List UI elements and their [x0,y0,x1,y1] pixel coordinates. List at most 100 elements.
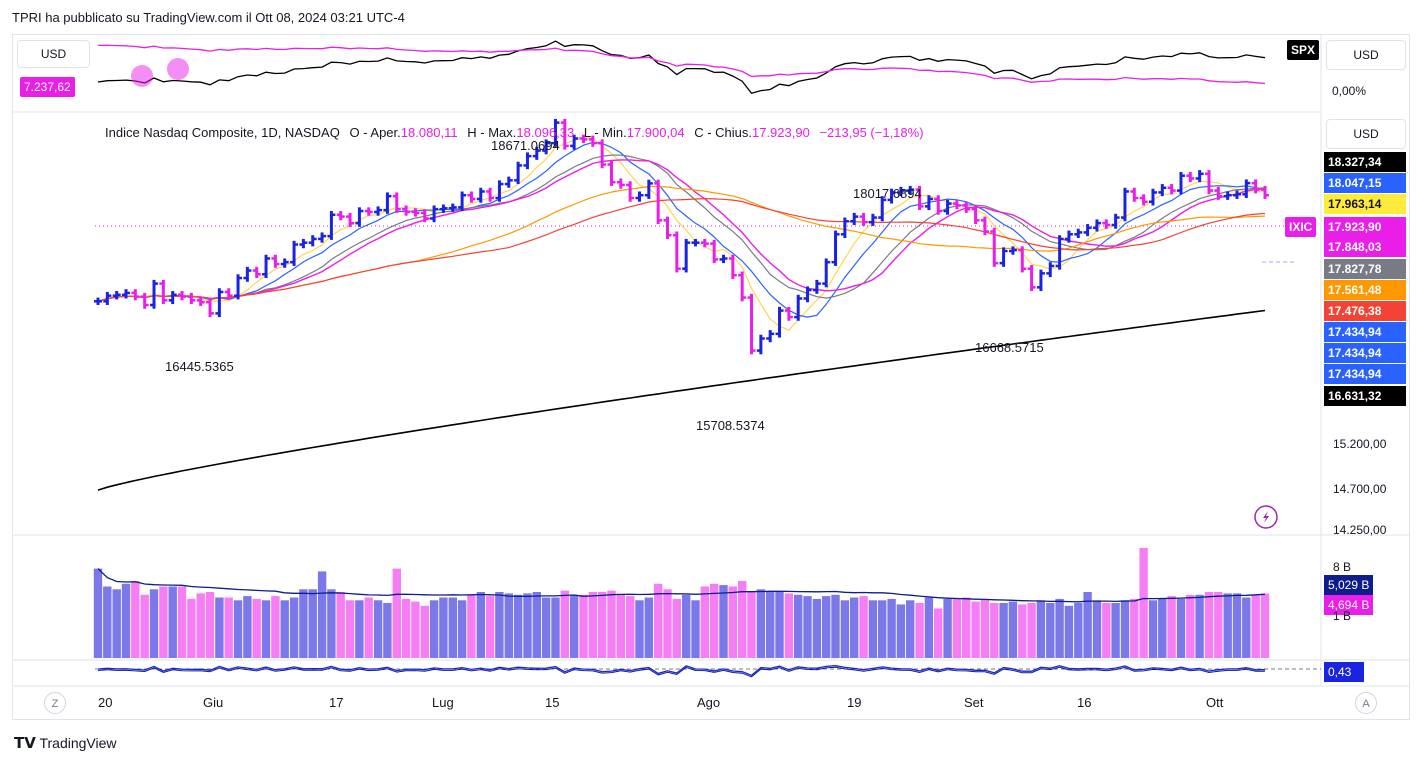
ohlc-bar [766,330,775,343]
volume-bar [1027,603,1036,658]
x-label-20: 20 [98,695,113,710]
ohlc-bar [859,212,868,226]
volume-bar [840,600,850,659]
legend-l-value: 17.900,04 [626,125,685,140]
volume-bar [1074,603,1083,658]
price-tick-2: 14.700,00 [1333,482,1387,496]
volume-bar [131,581,140,658]
ixic-badge: IXIC [1285,217,1317,237]
compare-value-label: 7.237,62 [20,77,75,97]
ohlc-bar [784,306,793,321]
ohlc-bar [224,288,233,300]
volume-bar [1102,603,1111,658]
x-label-17: 17 [329,695,344,710]
ohlc-bar [495,180,504,202]
volume-ma-line [97,568,1266,603]
volume-bar [700,586,709,658]
volume-bar [1251,594,1260,659]
ohlc-bar [794,294,803,321]
legend-change: −213,95 (−1,18%) [819,125,924,140]
ohlc-bar [691,238,700,247]
volume-bar [1195,594,1204,659]
ohlc-bar [327,211,336,240]
legend-l-label: L - Min. [583,125,627,140]
volume-bar [448,597,457,658]
ohlc-bar [850,212,859,225]
ohlc-bar [514,161,523,185]
tradingview-logo[interactable]: 𝗧𝗩 TradingView [14,734,117,752]
volume-bar [401,598,411,658]
volume-bar [1204,592,1214,658]
ohlc-bar [1242,179,1251,199]
compare-currency-left[interactable]: USD [17,40,90,68]
price-tick-3: 14.250,00 [1333,523,1387,537]
volume-bar [607,590,616,658]
volume-bar [1036,600,1046,659]
volume-bar [794,594,803,659]
volume-bar [373,600,383,659]
ohlc-bar [122,289,131,299]
volume-bar [1111,603,1120,658]
x-label-lug: Lug [432,695,454,710]
ohlc-bar [598,139,607,169]
volume-bar [308,589,317,659]
x-label-19: 19 [847,695,862,710]
ohlc-bar [206,298,215,318]
price-tick-1: 15.200,00 [1333,437,1387,451]
ohlc-bar [1186,171,1195,183]
annotation-high-2: 18017.6894 [853,186,922,201]
ohlc-bar [374,206,383,216]
ohlc-bar [924,195,933,211]
price-axis-label: 17.434,94 [1324,343,1406,363]
legend-title: Indice Nasdaq Composite, 1D, NASDAQ [105,125,340,140]
volume-bar [859,596,868,658]
ohlc-bar [803,286,812,303]
a-button[interactable]: A [1355,692,1377,714]
volume-bar [1223,593,1232,658]
ohlc-bar [915,185,924,211]
ohlc-bar [467,191,476,203]
volume-bar [420,605,429,659]
volume-bar [93,568,103,658]
ohlc-bar [887,188,896,204]
price-axis-label: 17.561,48 [1324,280,1406,300]
ma-red-line [97,197,1266,302]
ohlc-bar [355,207,364,227]
z-button[interactable]: Z [44,692,66,714]
volume-bar [1232,593,1242,658]
ohlc-bar [747,293,756,355]
ohlc-bar [94,297,102,305]
volume-bar [999,603,1008,658]
ohlc-bar [607,160,616,186]
ohlc-bar [168,291,177,305]
volume-bar [1120,600,1130,659]
volume-bar [896,604,906,658]
ohlc-bar [1214,186,1223,200]
volume-bar [1242,597,1251,658]
price-axis-label: 17.827,78 [1324,259,1406,279]
price-currency-button[interactable]: USD [1326,119,1406,149]
volume-bar [299,589,308,659]
volume-bar [812,598,822,658]
volume-bar [457,600,467,659]
volume-bar [597,592,607,658]
volume-bar [710,583,719,659]
chart-frame [12,34,1410,720]
tv-logo-icon: 𝗧𝗩 [14,735,36,752]
ohlc-bar [159,279,168,305]
ohlc-bar [999,247,1008,267]
ohlc-bar [896,186,905,197]
price-axis-label: 17.434,94 [1324,322,1406,342]
ohlc-bar [616,178,625,189]
x-label-ago: Ago [697,695,721,710]
annotation-high-1: 18671.0694 [491,138,560,153]
volume-bar [766,592,775,658]
lightning-icon [1254,505,1278,529]
ohlc-bar [476,187,485,203]
compare-currency-right[interactable]: USD [1326,40,1406,70]
volume-bar [336,592,345,658]
ohlc-bar [588,135,597,147]
volume-bar [103,586,112,658]
volume-bar [635,600,644,659]
